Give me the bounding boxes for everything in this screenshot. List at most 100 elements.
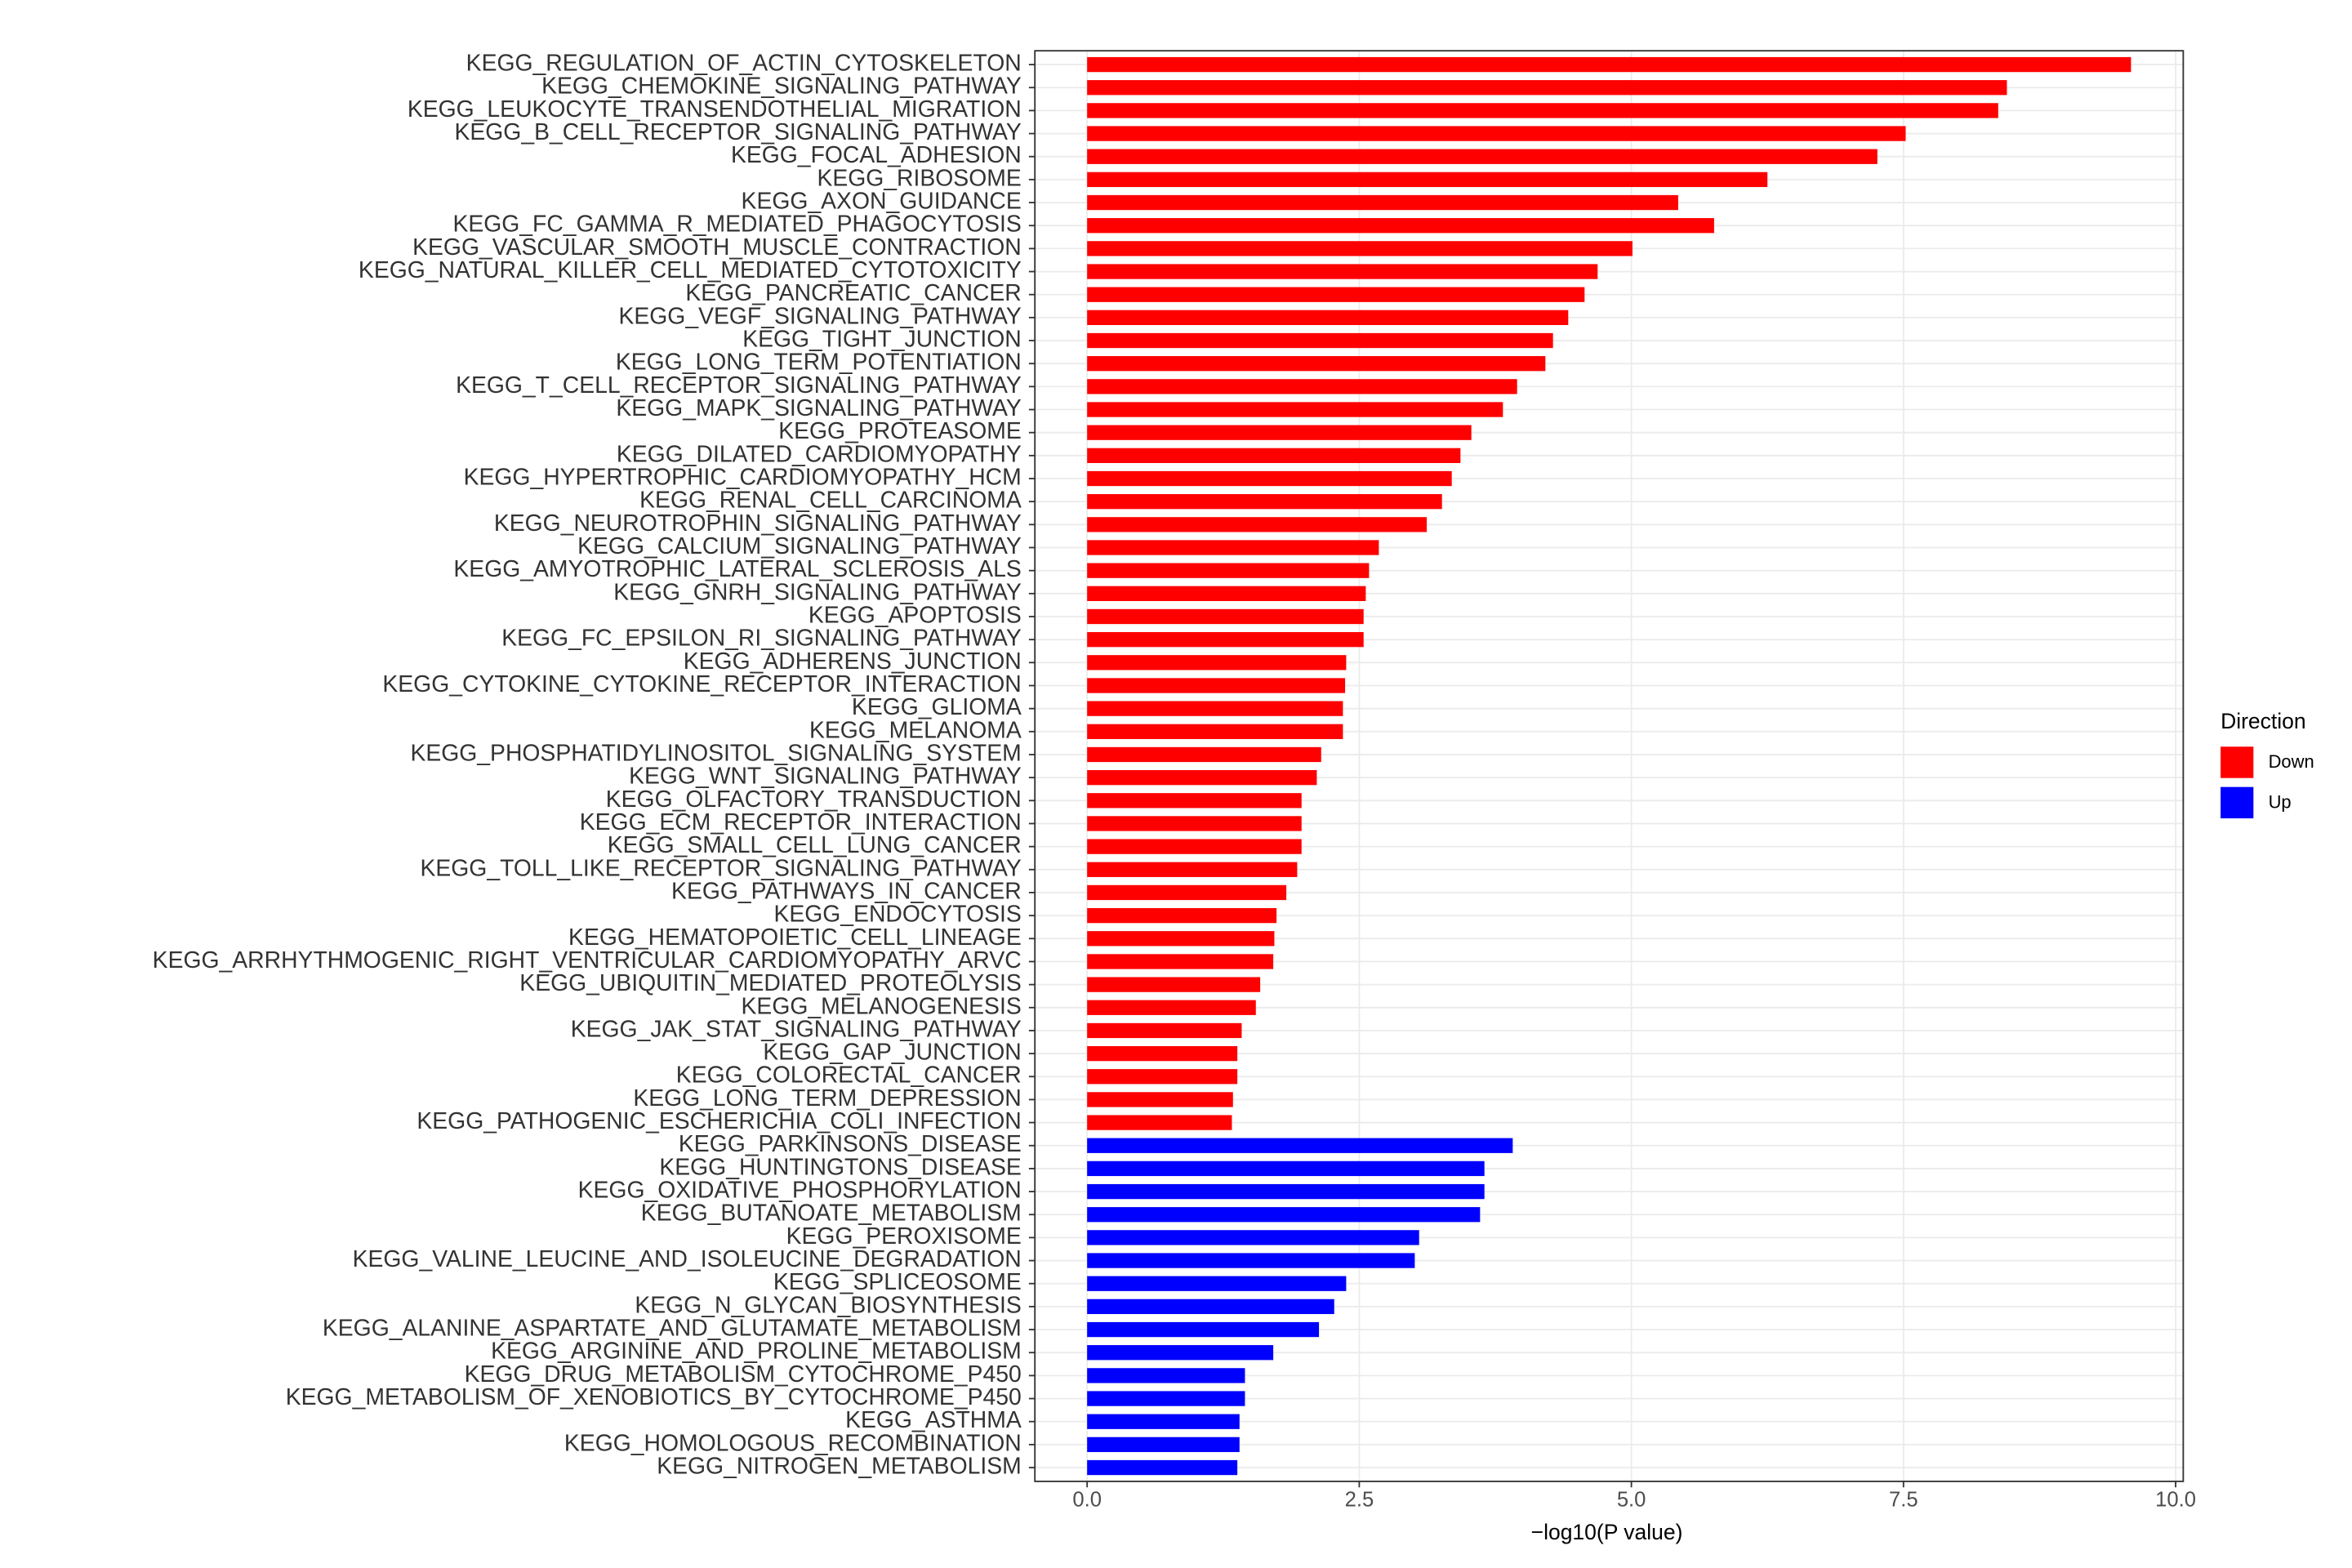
bar [1087,1138,1513,1153]
y-tick-label: KEGG_PATHOGENIC_ESCHERICHIA_COLI_INFECTI… [416,1108,1021,1134]
bar [1087,264,1598,279]
bar [1087,1115,1232,1130]
y-tick-label: KEGG_PROTEASOME [778,418,1022,444]
y-tick-label: KEGG_GNRH_SIGNALING_PATHWAY [613,579,1022,605]
y-tick-label: KEGG_HUNTINGTONS_DISEASE [659,1154,1021,1180]
bar [1087,126,1906,141]
y-tick-label: KEGG_COLORECTAL_CANCER [676,1062,1022,1089]
y-tick-label: KEGG_BUTANOATE_METABOLISM [641,1200,1022,1227]
bar [1087,310,1569,326]
bar [1087,1069,1238,1085]
y-tick-label: KEGG_RIBOSOME [817,165,1021,191]
y-tick-label: KEGG_TOLL_LIKE_RECEPTOR_SIGNALING_PATHWA… [420,855,1021,881]
y-tick-label: KEGG_HEMATOPOIETIC_CELL_LINEAGE [568,924,1022,951]
y-tick-label: KEGG_PHOSPHATIDYLINOSITOL_SIGNALING_SYST… [410,740,1021,766]
y-tick-label: KEGG_ARGININE_AND_PROLINE_METABOLISM [491,1339,1022,1365]
bar [1087,1183,1485,1200]
bar [1087,678,1346,693]
legend-label: Up [2269,792,2292,813]
panel-border [1034,50,2185,1482]
bar [1087,816,1302,831]
bar [1087,379,1517,394]
y-tick-label: KEGG_SMALL_CELL_LUNG_CANCER [608,832,1022,858]
x-tick-label: 7.5 [1889,1488,1918,1511]
y-tick-label: KEGG_HOMOLOGOUS_RECOMBINATION [564,1430,1022,1456]
y-tick-label: KEGG_DILATED_CARDIOMYOPATHY [617,441,1022,467]
y-tick-label: KEGG_GLIOMA [852,694,1022,720]
bar [1087,884,1287,901]
bar [1087,1230,1419,1245]
legend-key [2221,786,2254,819]
y-tick-label: KEGG_ADHERENS_JUNCTION [684,648,1022,675]
bar [1087,448,1461,464]
x-axis-title: −log10(P value) [1531,1520,1683,1544]
bar [1087,746,1321,763]
bar [1087,1437,1240,1453]
y-tick-label: KEGG_NATURAL_KILLER_CELL_MEDIATED_CYTOTO… [359,257,1022,283]
labels: KEGG_REGULATION_OF_ACTIN_CYTOSKELETONKEG… [153,51,2196,1512]
y-tick-label: KEGG_AXON_GUIDANCE [742,189,1022,215]
y-tick-label: KEGG_CHEMOKINE_SIGNALING_PATHWAY [541,74,1022,100]
bar [1087,194,1678,211]
y-tick-label: KEGG_HYPERTROPHIC_CARDIOMYOPATHY_HCM [464,464,1022,490]
bar [1087,241,1633,256]
bar [1087,977,1261,992]
y-tick-label: KEGG_FOCAL_ADHESION [731,142,1022,168]
x-tick-label: 0.0 [1072,1488,1102,1511]
y-tick-label: KEGG_PATHWAYS_IN_CANCER [671,878,1022,904]
bar [1087,103,1998,118]
y-tick-label: KEGG_ARRHYTHMOGENIC_RIGHT_VENTRICULAR_CA… [153,947,1022,973]
bar [1087,954,1274,969]
y-tick-label: KEGG_NITROGEN_METABOLISM [657,1454,1022,1480]
bar [1087,1321,1320,1338]
y-tick-label: KEGG_UBIQUITIN_MEDIATED_PROTEOLYSIS [519,970,1021,996]
bar [1087,1045,1238,1062]
y-tick-label: KEGG_MELANOMA [809,717,1022,743]
y-tick-label: KEGG_FC_EPSILON_RI_SIGNALING_PATHWAY [501,626,1022,652]
legend-key [2221,746,2254,778]
y-tick-label: KEGG_APOPTOSIS [808,602,1022,628]
bar [1087,1207,1481,1223]
y-tick-label: KEGG_SPLICEOSOME [773,1269,1022,1295]
y-tick-label: KEGG_N_GLYCAN_BIOSYNTHESIS [635,1292,1021,1318]
bar [1087,907,1277,924]
bar [1087,769,1317,786]
bar [1087,1391,1245,1406]
bar [1087,931,1275,947]
y-tick-label: KEGG_LONG_TERM_DEPRESSION [633,1085,1021,1111]
bar [1087,1000,1256,1015]
bar [1087,1368,1245,1383]
bar [1087,1160,1485,1177]
y-tick-label: KEGG_AMYOTROPHIC_LATERAL_SCLEROSIS_ALS [453,556,1021,582]
bar [1087,332,1553,349]
y-tick-label: KEGG_OXIDATIVE_PHOSPHORYLATION [578,1178,1022,1204]
bar [1087,1022,1242,1039]
bar [1087,1253,1415,1268]
bar [1087,402,1503,417]
y-tick-label: KEGG_PANCREATIC_CANCER [685,280,1021,306]
bar [1087,724,1343,739]
legend-label: Down [2269,751,2314,772]
y-tick-label: KEGG_VEGF_SIGNALING_PATHWAY [618,303,1021,329]
y-tick-label: KEGG_GAP_JUNCTION [763,1040,1021,1066]
bar [1087,1276,1347,1291]
y-tick-label: KEGG_METABOLISM_OF_XENOBIOTICS_BY_CYTOCH… [286,1384,1022,1410]
bar [1087,862,1298,877]
bar [1087,80,2007,96]
bar [1087,287,1585,302]
y-tick-label: KEGG_RENAL_CELL_CARCINOMA [639,488,1022,514]
bar [1087,425,1472,440]
bar [1087,632,1364,648]
y-tick-label: KEGG_DRUG_METABOLISM_CYTOCHROME_P450 [465,1361,1022,1388]
bar [1087,563,1370,578]
bar [1087,356,1546,372]
y-tick-label: KEGG_VALINE_LEUCINE_AND_ISOLEUCINE_DEGRA… [353,1246,1022,1272]
bar [1087,540,1379,555]
y-tick-label: KEGG_JAK_STAT_SIGNALING_PATHWAY [571,1016,1022,1042]
x-tick-label: 2.5 [1345,1488,1374,1511]
y-tick-label: KEGG_VASCULAR_SMOOTH_MUSCLE_CONTRACTION [412,234,1022,261]
legend: Down Up [2221,746,2314,819]
bar [1087,218,1714,234]
bar [1087,586,1366,601]
